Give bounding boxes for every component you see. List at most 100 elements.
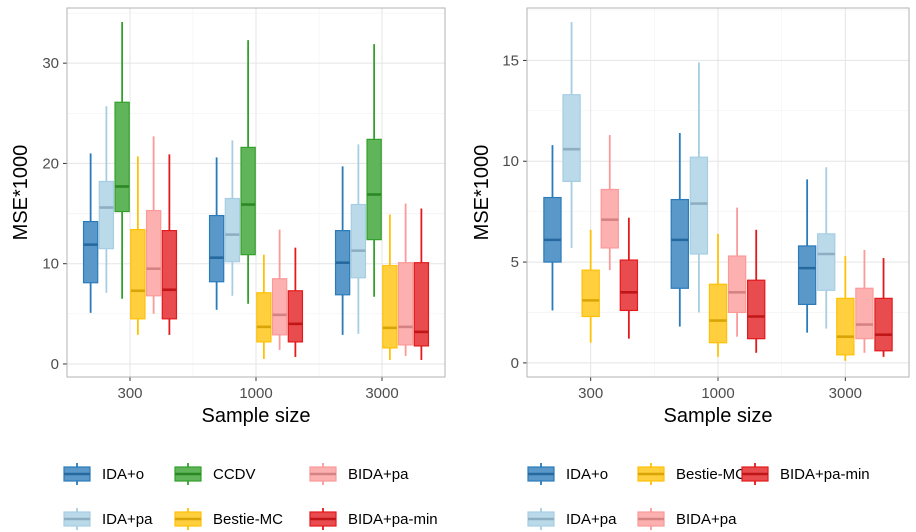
right-x-tick-label: 3000	[829, 385, 862, 402]
box-iqr	[130, 229, 146, 320]
right-x-axis-title: Sample size	[664, 405, 773, 427]
legend-label: Bestie-MC	[676, 466, 746, 483]
right-y-tick-label: 15	[502, 52, 519, 69]
right-box-ida-plus-o-3000	[797, 179, 817, 333]
legend-label: IDA+pa	[566, 511, 617, 528]
right-box-bida-plus-pa-300	[600, 135, 619, 271]
legend-label: IDA+pa	[102, 511, 153, 528]
box-iqr	[619, 259, 639, 312]
right-box-bida-plus-pa-min-1000	[747, 229, 766, 353]
legend-label: IDA+o	[566, 466, 608, 483]
right-box-bida-plus-pa-3000	[855, 249, 874, 353]
legend-label: BIDA+pa-min	[780, 466, 870, 483]
left-box-ida-plus-pa-3000	[350, 144, 367, 334]
legend-left-item-bestie-mc: Bestie-MC	[174, 508, 283, 530]
right-box-ida-plus-pa-300	[562, 22, 581, 248]
left-box-bida-plus-pa-1000	[271, 229, 288, 350]
right-box-bida-plus-pa-min-3000	[874, 258, 893, 357]
left-y-tick-label: 0	[51, 356, 59, 373]
legend-left: IDA+o CCDV BIDA+pa IDA+pa Bestie-MC BIDA+pa-m…	[63, 463, 438, 530]
box-iqr	[82, 220, 99, 284]
legend-left-item-bida-plus-pa-min: BIDA+pa-min	[309, 508, 438, 530]
chart-right-panel: 0 5 10 15 300 1000 3000 Sample size MSE*1000	[471, 7, 910, 427]
legend-left-item-ida-plus-o: IDA+o	[63, 463, 144, 485]
right-box-ida-plus-pa-1000	[689, 62, 709, 313]
box-iqr	[689, 156, 709, 255]
left-x-tick-label: 300	[117, 385, 142, 402]
left-box-ccdv-1000	[240, 40, 256, 304]
box-iqr	[271, 278, 288, 336]
right-x-tick-label: 1000	[701, 385, 734, 402]
legend-label: BIDA+pa-min	[348, 511, 438, 528]
box-iqr	[240, 146, 256, 256]
right-box-ida-plus-o-1000	[670, 133, 689, 327]
right-box-ida-plus-pa-3000	[817, 167, 836, 329]
left-y-tick-label: 10	[42, 256, 59, 273]
box-iqr	[350, 203, 367, 279]
right-box-bida-plus-pa-1000	[727, 207, 747, 337]
legend-right: IDA+o Bestie-MC BIDA+pa-min IDA+pa BIDA+pa	[527, 463, 870, 530]
left-box-bestie-mc-1000	[256, 254, 272, 359]
legend-right-item-bida-plus-pa-min: BIDA+pa-min	[741, 463, 870, 485]
left-x-axis-title: Sample size	[202, 405, 311, 427]
left-box-bida-plus-pa-300	[145, 136, 162, 314]
box-iqr	[727, 255, 747, 314]
box-iqr	[208, 214, 225, 283]
box-iqr	[98, 180, 115, 250]
left-box-ida-plus-pa-300	[98, 106, 115, 293]
left-box-ida-plus-o-3000	[334, 166, 351, 335]
left-box-ida-plus-pa-1000	[224, 140, 241, 296]
legend-right-item-ida-plus-pa: IDA+pa	[527, 508, 617, 530]
left-y-tick-label: 30	[42, 55, 59, 72]
box-iqr	[797, 245, 817, 306]
right-y-axis-title: MSE*1000	[471, 145, 493, 241]
right-x-tick-label: 300	[578, 385, 603, 402]
box-iqr	[855, 287, 874, 340]
legend-left-item-bida-plus-pa: BIDA+pa	[309, 463, 409, 485]
legend-label: Bestie-MC	[213, 511, 283, 528]
left-box-bida-plus-pa-min-1000	[287, 247, 304, 357]
left-box-ccdv-300	[114, 22, 130, 299]
legend-label: BIDA+pa	[348, 466, 409, 483]
box-iqr	[708, 283, 728, 344]
legend-label: IDA+o	[102, 466, 144, 483]
right-y-tick-label: 0	[511, 355, 519, 372]
box-iqr	[145, 209, 162, 297]
left-box-ida-plus-o-1000	[208, 157, 225, 310]
right-box-bestie-mc-1000	[708, 233, 728, 357]
box-iqr	[413, 262, 430, 347]
legend-left-item-ida-plus-pa: IDA+pa	[63, 508, 153, 530]
box-iqr	[287, 290, 304, 343]
box-iqr	[256, 292, 272, 343]
right-box-bida-plus-pa-min-300	[619, 217, 639, 339]
box-iqr	[366, 138, 382, 241]
legend-label: BIDA+pa	[676, 511, 737, 528]
right-box-bestie-mc-300	[581, 229, 600, 343]
box-iqr	[836, 297, 855, 356]
legend-right-item-bestie-mc: Bestie-MC	[637, 463, 746, 485]
left-y-axis-title: MSE*1000	[10, 145, 32, 241]
left-x-tick-label: 3000	[365, 385, 398, 402]
left-box-bida-plus-pa-min-300	[161, 154, 178, 335]
box-iqr	[670, 198, 689, 289]
right-panel-border	[526, 7, 910, 378]
right-y-tick-label: 10	[502, 153, 519, 170]
left-box-ccdv-3000	[366, 44, 382, 297]
box-iqr	[817, 233, 836, 291]
right-y-tick-label: 5	[511, 254, 519, 271]
legend-right-item-ida-plus-o: IDA+o	[527, 463, 608, 485]
left-y-tick-label: 20	[42, 155, 59, 172]
box-iqr	[874, 297, 893, 352]
left-box-bida-plus-pa-min-3000	[413, 208, 430, 360]
left-box-bestie-mc-300	[130, 156, 146, 335]
box-iqr	[543, 196, 562, 263]
box-iqr	[562, 94, 581, 183]
right-box-bestie-mc-3000	[836, 256, 855, 361]
left-box-ida-plus-o-300	[82, 153, 99, 313]
legend-right-item-bida-plus-pa: BIDA+pa	[637, 508, 737, 530]
left-box-bestie-mc-3000	[382, 214, 398, 360]
legend-label: CCDV	[213, 466, 256, 483]
right-box-ida-plus-o-300	[543, 145, 562, 311]
box-iqr	[397, 262, 414, 346]
